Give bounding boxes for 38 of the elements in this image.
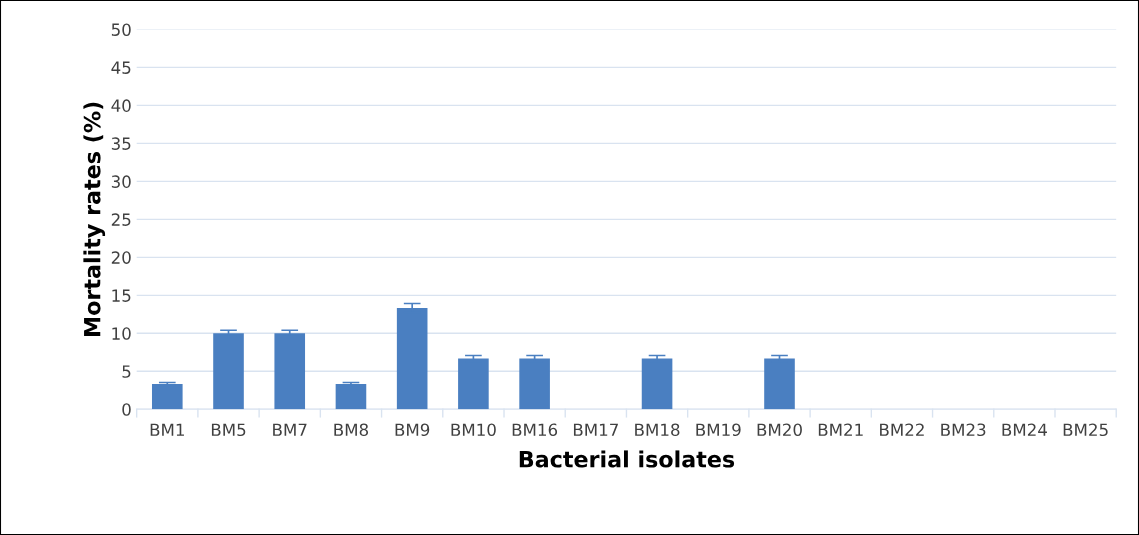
x-tick-label: BM5 bbox=[211, 423, 246, 437]
x-tick-label: BM16 bbox=[512, 423, 558, 437]
bar bbox=[641, 358, 673, 410]
x-tick-label: BM21 bbox=[818, 423, 863, 436]
y-tick-label: 20 bbox=[111, 251, 131, 264]
x-tick-label: BM19 bbox=[696, 423, 741, 437]
bar bbox=[396, 308, 428, 410]
bar bbox=[458, 358, 489, 410]
x-tick-label: BM18 bbox=[635, 423, 680, 437]
bar bbox=[519, 358, 550, 410]
bar bbox=[274, 333, 306, 410]
x-tick-label: BM17 bbox=[573, 423, 618, 436]
x-tick-label: BM22 bbox=[880, 423, 924, 436]
x-tick-label: BM9 bbox=[395, 423, 430, 437]
x-tick-label: BM25 bbox=[1063, 423, 1108, 437]
y-tick-label: 5 bbox=[122, 365, 131, 378]
y-tick-label: 0 bbox=[122, 403, 131, 416]
x-tick-label: BM23 bbox=[941, 423, 986, 437]
y-tick-label: 15 bbox=[112, 289, 131, 302]
y-tick-label: 30 bbox=[111, 175, 131, 188]
bar bbox=[213, 333, 244, 410]
bar bbox=[151, 383, 183, 410]
y-tick-label: 45 bbox=[111, 61, 131, 74]
y-axis-title: Mortality rates (%) bbox=[83, 102, 106, 336]
x-tick-label: BM8 bbox=[334, 423, 369, 437]
x-tick-label: BM10 bbox=[451, 423, 496, 437]
y-tick-label: 50 bbox=[111, 23, 131, 36]
y-tick-label: 25 bbox=[111, 213, 131, 226]
y-tick-label: 10 bbox=[112, 327, 131, 340]
bar bbox=[335, 383, 367, 410]
x-axis-title: Bacterial isolates bbox=[519, 450, 735, 468]
y-tick-label: 35 bbox=[111, 137, 131, 150]
x-tick-label: BM1 bbox=[150, 423, 184, 436]
y-tick-label: 40 bbox=[111, 99, 131, 112]
bar bbox=[764, 358, 795, 410]
x-tick-label: BM7 bbox=[273, 423, 307, 436]
x-tick-label: BM24 bbox=[1002, 423, 1047, 436]
x-tick-label: BM20 bbox=[757, 423, 802, 437]
